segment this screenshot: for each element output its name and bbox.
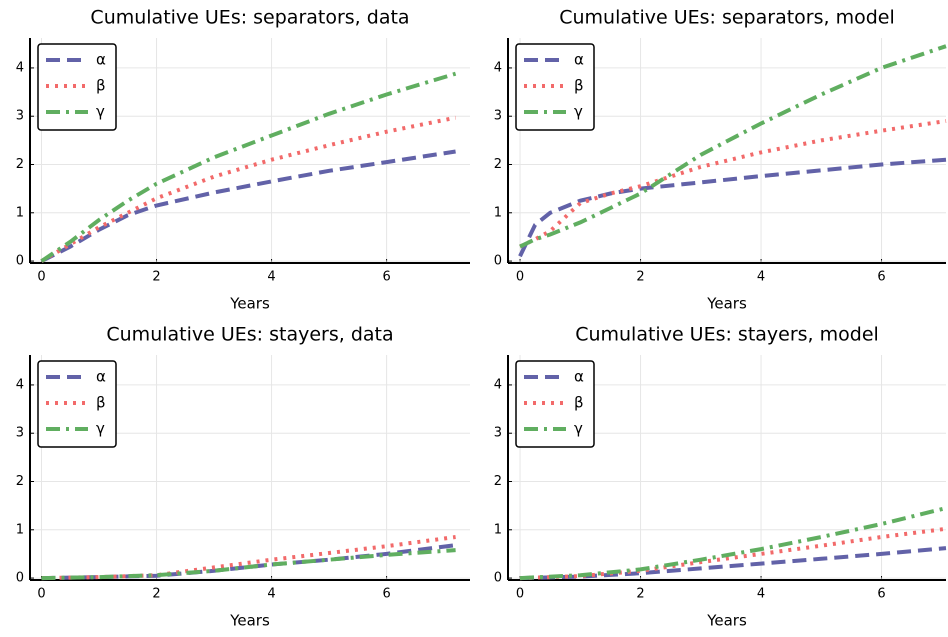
series-line xyxy=(40,149,456,263)
legend-box xyxy=(37,43,117,131)
x-tick-label: 6 xyxy=(382,587,390,602)
legend-label: γ xyxy=(96,103,105,121)
x-tick-label: 0 xyxy=(37,587,45,602)
subplot: Cumulative UEs: stayers, model Years 0 2 4 6 0… xyxy=(494,324,947,630)
y-tick-label: 1 xyxy=(16,205,24,220)
x-tick-label: 4 xyxy=(757,587,765,602)
y-tick-label: 2 xyxy=(494,474,502,489)
subplot-title: Cumulative UEs: stayers, data xyxy=(106,324,393,346)
series-line xyxy=(40,115,456,263)
y-tick-label: 3 xyxy=(16,109,24,124)
series-line xyxy=(519,119,947,249)
legend-label: γ xyxy=(574,103,583,121)
y-tick-label: 0 xyxy=(494,254,502,269)
legend-box xyxy=(37,360,117,448)
y-tick-label: 1 xyxy=(494,522,502,537)
subplot-title: Cumulative UEs: separators, data xyxy=(90,7,409,29)
x-tick-label: 6 xyxy=(382,270,390,285)
y-tick-label: 4 xyxy=(16,60,24,75)
x-tick-label: 0 xyxy=(516,587,524,602)
legend-label: γ xyxy=(96,420,105,438)
x-tick-label: 4 xyxy=(267,587,275,602)
y-tick-label: 2 xyxy=(494,157,502,172)
legend-label: α xyxy=(574,368,584,386)
legend-label: γ xyxy=(574,420,583,438)
x-axis-label: Years xyxy=(706,295,747,313)
y-tick-label: 3 xyxy=(494,109,502,124)
y-tick-label: 1 xyxy=(494,205,502,220)
series-line xyxy=(41,548,456,581)
subplot: Cumulative UEs: separators, data Years 0 2 4… xyxy=(16,7,470,313)
series-line xyxy=(518,157,947,258)
y-tick-label: 0 xyxy=(16,254,24,269)
x-tick-label: 2 xyxy=(636,270,644,285)
subplot-title: Cumulative UEs: separators, model xyxy=(559,7,895,29)
legend-label: β xyxy=(574,77,584,95)
y-tick-label: 1 xyxy=(16,522,24,537)
subplot: Cumulative UEs: separators, model Years 0 2… xyxy=(494,7,947,313)
legend-label: β xyxy=(574,394,584,412)
x-tick-label: 4 xyxy=(267,270,275,285)
y-tick-label: 4 xyxy=(16,377,24,392)
legend-label: α xyxy=(574,51,584,69)
legend-box xyxy=(515,360,595,448)
x-axis-label: Years xyxy=(229,612,270,630)
y-tick-label: 4 xyxy=(494,60,502,75)
legend-label: β xyxy=(96,394,106,412)
x-tick-label: 0 xyxy=(516,270,524,285)
x-tick-label: 2 xyxy=(636,587,644,602)
legend-label: α xyxy=(96,51,106,69)
series-line xyxy=(519,506,947,581)
x-tick-label: 2 xyxy=(152,270,160,285)
x-tick-label: 6 xyxy=(877,587,885,602)
legend-box xyxy=(515,43,595,131)
series-line xyxy=(40,71,457,263)
y-tick-label: 2 xyxy=(16,157,24,172)
subplot: Cumulative UEs: stayers, data Years 0 2 4 6 0 1… xyxy=(16,324,470,630)
y-tick-label: 0 xyxy=(16,571,24,586)
x-tick-label: 4 xyxy=(757,270,765,285)
y-tick-label: 0 xyxy=(494,571,502,586)
legend-label: β xyxy=(96,77,106,95)
y-tick-label: 3 xyxy=(16,426,24,441)
y-tick-label: 4 xyxy=(494,377,502,392)
x-axis-label: Years xyxy=(706,612,747,630)
x-tick-label: 0 xyxy=(37,270,45,285)
x-axis-label: Years xyxy=(229,295,270,313)
y-tick-label: 3 xyxy=(494,426,502,441)
subplot-title: Cumulative UEs: stayers, model xyxy=(575,324,879,346)
series-line xyxy=(519,44,947,249)
y-tick-label: 2 xyxy=(16,474,24,489)
series-line xyxy=(519,526,947,581)
x-tick-label: 6 xyxy=(877,270,885,285)
series-line xyxy=(41,535,456,581)
legend-label: α xyxy=(96,368,106,386)
x-tick-label: 2 xyxy=(152,587,160,602)
